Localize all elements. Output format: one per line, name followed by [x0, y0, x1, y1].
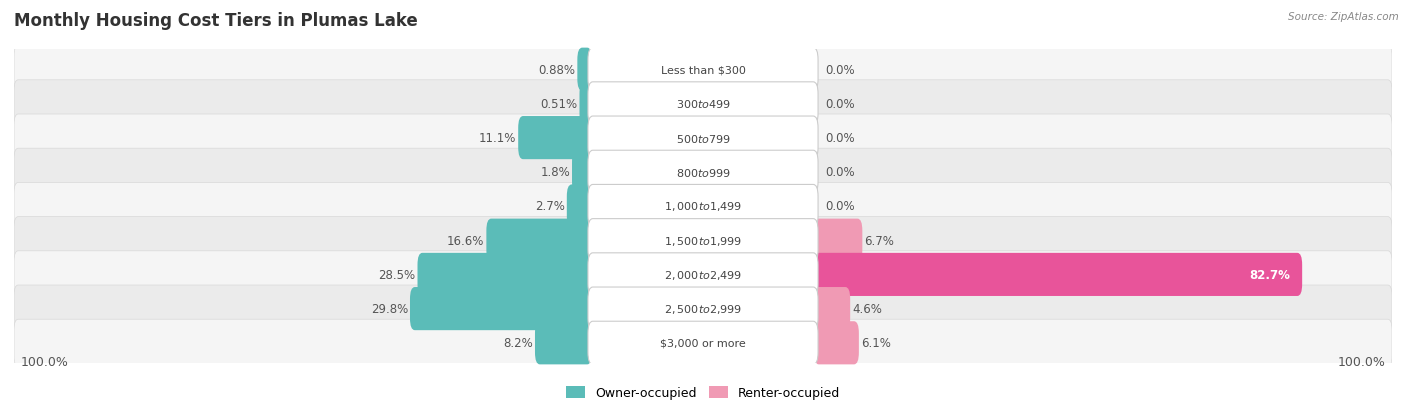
Text: Source: ZipAtlas.com: Source: ZipAtlas.com	[1288, 12, 1399, 22]
Text: 0.0%: 0.0%	[825, 64, 855, 76]
FancyBboxPatch shape	[14, 319, 1392, 366]
FancyBboxPatch shape	[14, 81, 1392, 128]
Text: 16.6%: 16.6%	[447, 234, 484, 247]
FancyBboxPatch shape	[411, 287, 592, 330]
FancyBboxPatch shape	[418, 253, 592, 296]
Text: $2,000 to $2,499: $2,000 to $2,499	[664, 268, 742, 281]
FancyBboxPatch shape	[14, 217, 1392, 264]
Text: 2.7%: 2.7%	[534, 200, 565, 213]
Text: $300 to $499: $300 to $499	[675, 98, 731, 110]
Text: 11.1%: 11.1%	[479, 132, 516, 145]
Text: $1,500 to $1,999: $1,500 to $1,999	[664, 234, 742, 247]
Text: Monthly Housing Cost Tiers in Plumas Lake: Monthly Housing Cost Tiers in Plumas Lak…	[14, 12, 418, 30]
Text: 100.0%: 100.0%	[21, 355, 69, 368]
Text: 6.1%: 6.1%	[860, 337, 891, 349]
FancyBboxPatch shape	[588, 83, 818, 126]
Text: $2,500 to $2,999: $2,500 to $2,999	[664, 302, 742, 316]
FancyBboxPatch shape	[14, 47, 1392, 94]
Legend: Owner-occupied, Renter-occupied: Owner-occupied, Renter-occupied	[561, 381, 845, 404]
Text: 1.8%: 1.8%	[540, 166, 569, 179]
Text: 0.88%: 0.88%	[538, 64, 575, 76]
Text: Less than $300: Less than $300	[661, 65, 745, 75]
Text: $1,000 to $1,499: $1,000 to $1,499	[664, 200, 742, 213]
Text: $3,000 or more: $3,000 or more	[661, 338, 745, 348]
FancyBboxPatch shape	[486, 219, 592, 262]
Text: 28.5%: 28.5%	[378, 268, 415, 281]
Text: 100.0%: 100.0%	[1337, 355, 1385, 368]
FancyBboxPatch shape	[14, 285, 1392, 332]
FancyBboxPatch shape	[814, 321, 859, 365]
Text: $800 to $999: $800 to $999	[675, 166, 731, 178]
Text: 0.0%: 0.0%	[825, 97, 855, 111]
FancyBboxPatch shape	[578, 48, 592, 92]
FancyBboxPatch shape	[588, 219, 818, 262]
Text: 0.0%: 0.0%	[825, 166, 855, 179]
Text: 82.7%: 82.7%	[1250, 268, 1291, 281]
Text: 0.0%: 0.0%	[825, 200, 855, 213]
FancyBboxPatch shape	[588, 321, 818, 365]
FancyBboxPatch shape	[14, 115, 1392, 162]
FancyBboxPatch shape	[14, 251, 1392, 298]
Text: 6.7%: 6.7%	[865, 234, 894, 247]
Text: 4.6%: 4.6%	[852, 302, 882, 316]
FancyBboxPatch shape	[588, 117, 818, 160]
FancyBboxPatch shape	[14, 149, 1392, 196]
FancyBboxPatch shape	[814, 219, 862, 262]
Text: 29.8%: 29.8%	[371, 302, 408, 316]
FancyBboxPatch shape	[588, 287, 818, 330]
FancyBboxPatch shape	[588, 151, 818, 194]
FancyBboxPatch shape	[814, 287, 851, 330]
FancyBboxPatch shape	[814, 253, 1302, 296]
FancyBboxPatch shape	[579, 83, 592, 126]
Text: 8.2%: 8.2%	[503, 337, 533, 349]
Text: 0.0%: 0.0%	[825, 132, 855, 145]
Text: $500 to $799: $500 to $799	[675, 132, 731, 144]
FancyBboxPatch shape	[588, 253, 818, 296]
FancyBboxPatch shape	[588, 48, 818, 92]
Text: 0.51%: 0.51%	[540, 97, 578, 111]
FancyBboxPatch shape	[534, 321, 592, 365]
FancyBboxPatch shape	[567, 185, 592, 228]
FancyBboxPatch shape	[588, 185, 818, 228]
FancyBboxPatch shape	[572, 151, 592, 194]
FancyBboxPatch shape	[14, 183, 1392, 230]
FancyBboxPatch shape	[519, 117, 592, 160]
